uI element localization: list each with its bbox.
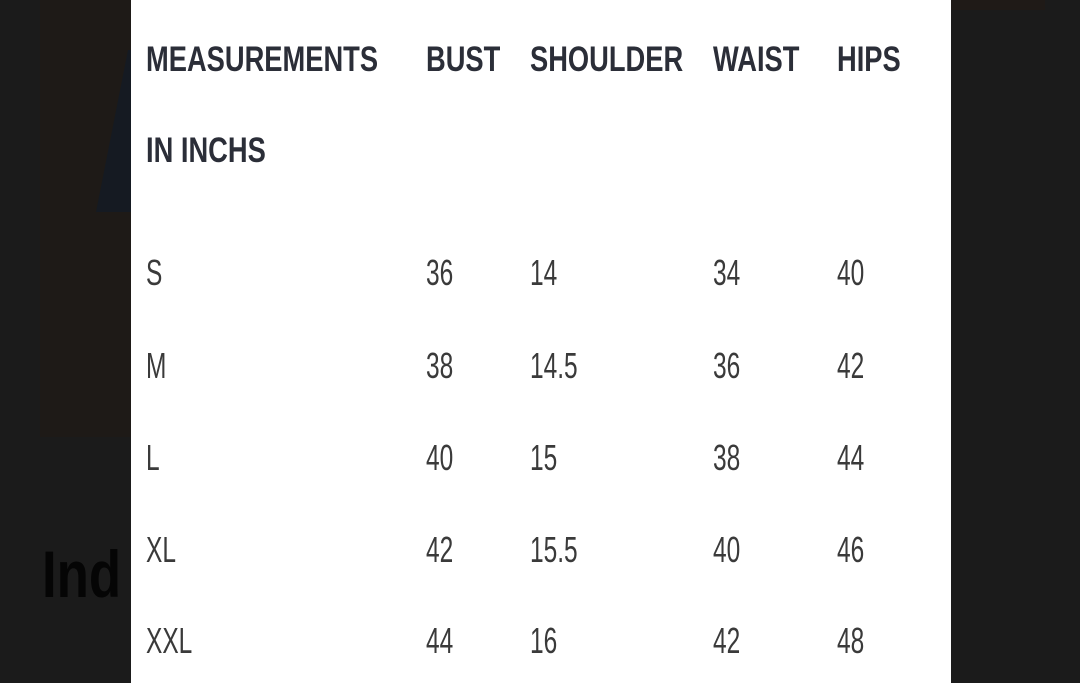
header-measurements-sub: IN INCHS <box>146 131 266 170</box>
cell-size: M <box>146 345 167 386</box>
cell-size: XXL <box>146 620 193 661</box>
cell-waist: 36 <box>713 345 741 386</box>
cell-bust: 44 <box>426 620 454 661</box>
header-measurements: MEASUREMENTS <box>146 40 379 79</box>
cell-bust: 40 <box>426 437 454 478</box>
cell-hips: 40 <box>837 252 865 293</box>
cell-hips: 42 <box>837 345 865 386</box>
cell-waist: 34 <box>713 252 741 293</box>
cell-size: XL <box>146 529 176 570</box>
header-bust: BUST <box>426 40 501 79</box>
cell-shoulder: 15.5 <box>530 529 578 570</box>
cell-shoulder: 15 <box>530 437 558 478</box>
header-waist: WAIST <box>713 40 800 79</box>
cell-size: S <box>146 252 163 293</box>
header-hips: HIPS <box>837 40 901 79</box>
cell-bust: 38 <box>426 345 454 386</box>
product-image <box>40 0 176 437</box>
cell-hips: 44 <box>837 437 865 478</box>
cell-bust: 42 <box>426 529 454 570</box>
cell-waist: 42 <box>713 620 741 661</box>
cell-bust: 36 <box>426 252 454 293</box>
cell-shoulder: 14.5 <box>530 345 578 386</box>
background-bar <box>950 0 1045 10</box>
cell-hips: 48 <box>837 620 865 661</box>
cell-size: L <box>146 437 160 478</box>
cell-hips: 46 <box>837 529 865 570</box>
product-title: Ind <box>42 537 122 611</box>
cell-shoulder: 14 <box>530 252 558 293</box>
header-shoulder: SHOULDER <box>530 40 684 79</box>
size-chart-modal: MEASUREMENTS IN INCHS BUST SHOULDER WAIS… <box>131 0 951 683</box>
cell-shoulder: 16 <box>530 620 558 661</box>
cell-waist: 38 <box>713 437 741 478</box>
cell-waist: 40 <box>713 529 741 570</box>
